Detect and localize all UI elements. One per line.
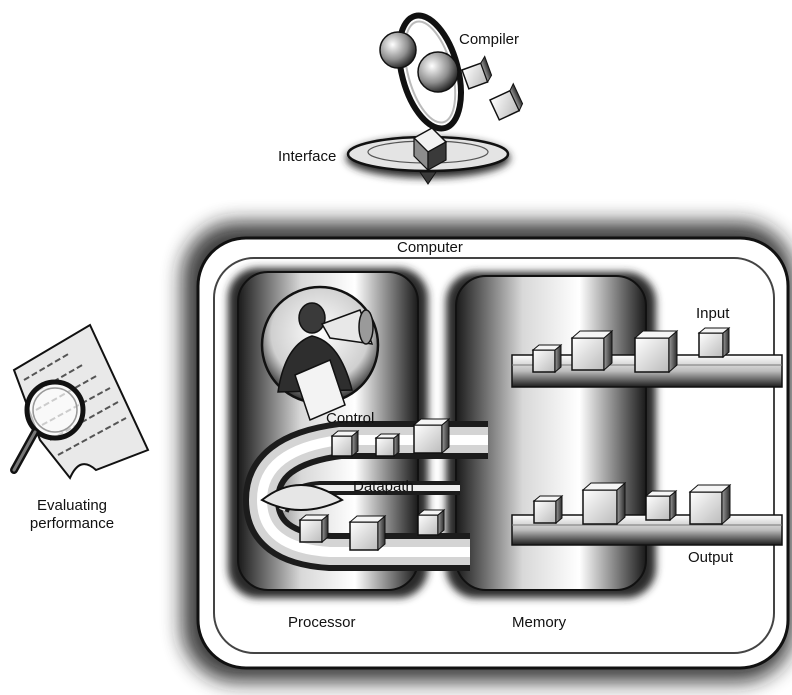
evaluating-label-line2: performance xyxy=(29,515,115,532)
compiler-illustration xyxy=(379,12,524,132)
output-label: Output xyxy=(688,549,734,566)
interface-label: Interface xyxy=(278,148,337,165)
evaluating-label-line1: Evaluating xyxy=(36,497,108,514)
control-label: Control xyxy=(326,410,375,427)
output-boxes xyxy=(532,481,732,526)
interface-illustration xyxy=(346,127,510,185)
processor-label: Processor xyxy=(288,614,356,631)
memory-label: Memory xyxy=(512,614,567,631)
compiler-label: Compiler xyxy=(459,31,520,48)
input-boxes xyxy=(531,326,731,374)
evaluating-performance-label: Evaluating performance xyxy=(12,497,132,533)
processor-conveyor xyxy=(242,421,488,571)
control-figure xyxy=(260,285,380,422)
processor-boxes xyxy=(298,417,451,552)
datapath-label: Datapath xyxy=(353,478,414,495)
computer-label: Computer xyxy=(397,239,463,256)
input-label: Input xyxy=(696,305,730,322)
evaluating-performance-illustration xyxy=(10,323,150,480)
